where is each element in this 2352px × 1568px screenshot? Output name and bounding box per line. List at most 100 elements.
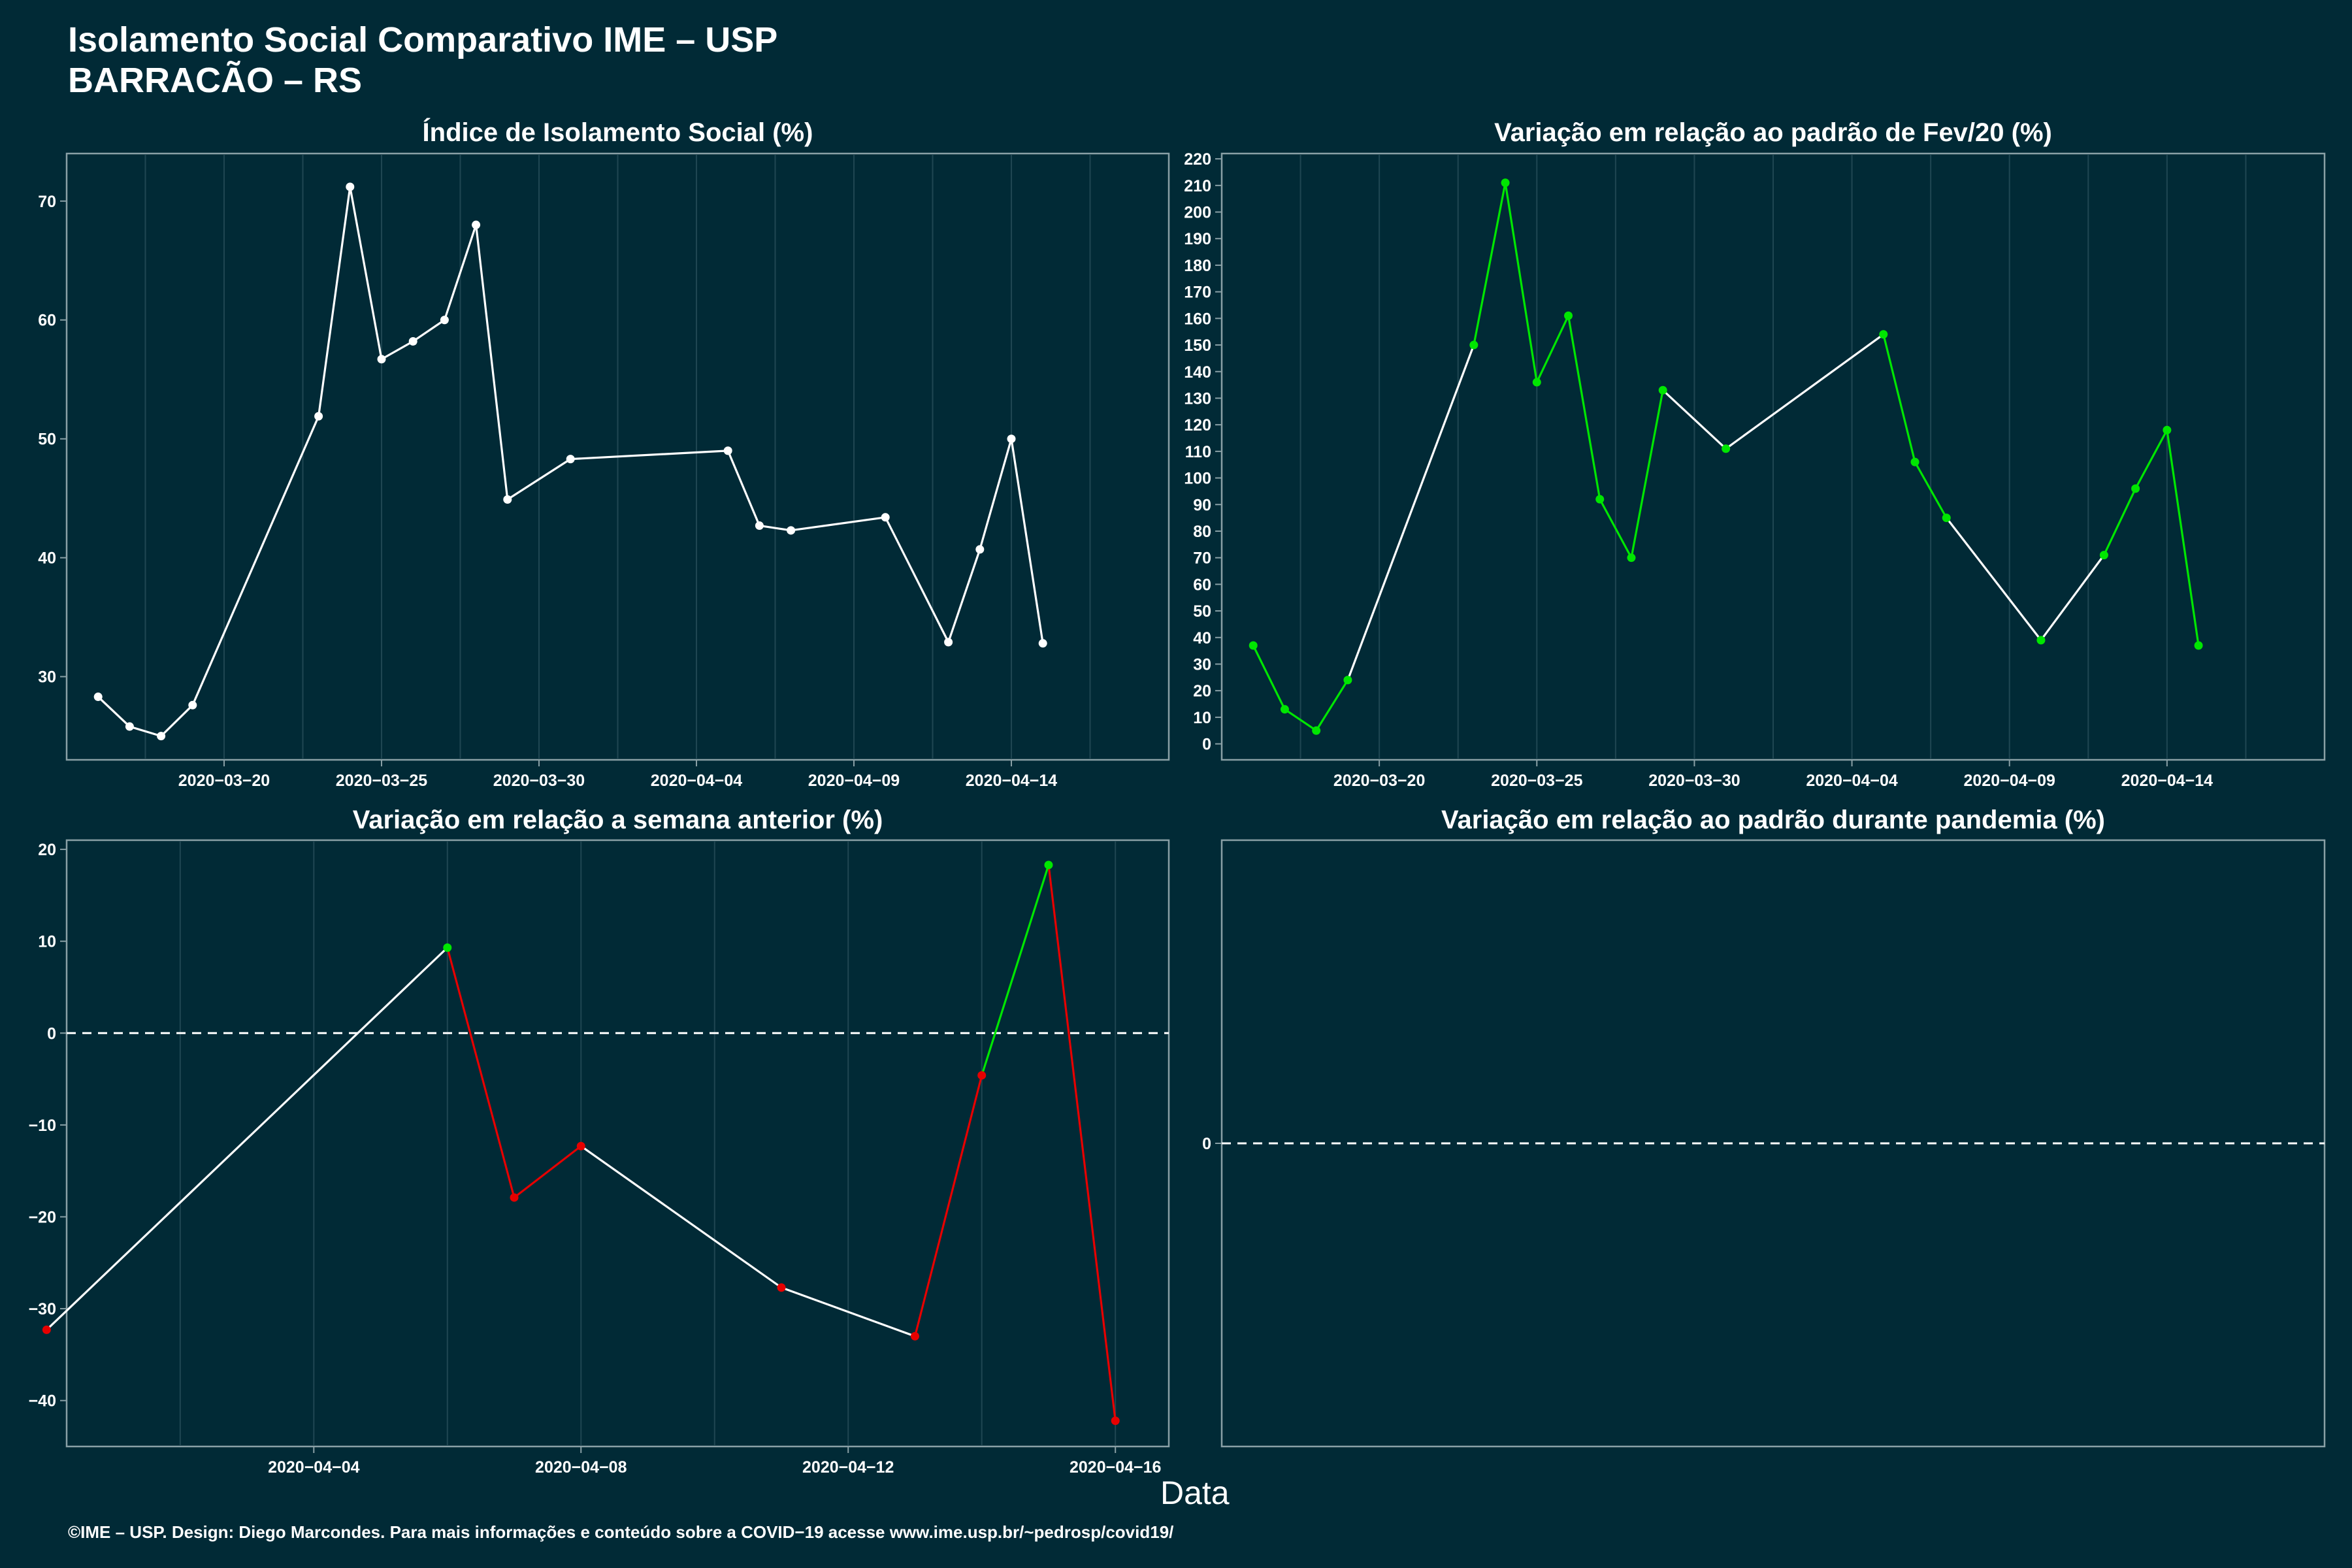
data-point [2163, 425, 2172, 434]
y-tick-label: 210 [1184, 177, 1211, 195]
series-segment [1945, 517, 2042, 642]
data-point [1038, 639, 1047, 648]
y-tick-label: 10 [38, 933, 56, 951]
y-tick-label: 140 [1184, 363, 1211, 382]
data-point [723, 446, 732, 455]
data-point [777, 1283, 786, 1292]
data-point [1627, 553, 1636, 563]
series-segment [513, 1145, 582, 1199]
x-tick-label: 2020−04−08 [535, 1458, 627, 1477]
y-tick-label: 220 [1184, 150, 1211, 169]
y-tick-label: 60 [38, 312, 56, 330]
x-tick-label: 2020−04−09 [1963, 772, 2055, 790]
data-point [1879, 330, 1888, 339]
y-tick-label: 150 [1184, 336, 1211, 355]
data-point [472, 220, 481, 229]
data-point [1532, 378, 1541, 387]
data-point [377, 355, 386, 364]
series-segment [981, 864, 1050, 1077]
series-segment [191, 415, 320, 706]
panel-title: Variação em relação ao padrão durante pa… [1441, 806, 2105, 834]
data-point [1007, 434, 1016, 444]
series-segment [443, 223, 478, 321]
data-point [787, 526, 796, 535]
panel-title: Índice de Isolamento Social (%) [423, 118, 813, 147]
series-segment [1535, 314, 1570, 384]
data-point [42, 1325, 51, 1334]
y-tick-label: 50 [1193, 602, 1211, 621]
series-segment [789, 516, 887, 532]
series-segment [580, 1145, 783, 1289]
data-point [1658, 385, 1667, 395]
x-tick-label: 2020−04−04 [651, 772, 743, 790]
panel-variation-previous-week: Variação em relação a semana anterior (%… [29, 806, 1170, 1477]
data-point [1312, 726, 1321, 735]
series-segment [1252, 644, 1286, 711]
series-segment [913, 1074, 983, 1337]
x-tick-label: 2020−04−14 [966, 772, 1058, 790]
series-segment [1567, 314, 1601, 500]
x-tick-label: 2020−03−30 [1648, 772, 1740, 790]
y-tick-label: 80 [1193, 523, 1211, 541]
data-point [314, 412, 323, 421]
series-segment [474, 223, 509, 501]
y-tick-label: 40 [1193, 629, 1211, 647]
y-tick-label: 110 [1185, 443, 1211, 461]
series-segment [1882, 333, 1916, 463]
panel-title: Variação em relação ao padrão de Fev/20 … [1494, 118, 2052, 147]
data-point [125, 722, 134, 731]
x-axis-label: Data [1160, 1475, 1230, 1511]
series-segment [1010, 438, 1044, 645]
data-point [2131, 484, 2140, 493]
series-segment [2102, 487, 2137, 557]
data-point [408, 336, 417, 346]
panel-frame [65, 839, 1170, 1448]
footer-caption: ©IME – USP. Design: Diego Marcondes. Par… [68, 1522, 1174, 1542]
data-point [93, 693, 103, 702]
y-tick-label: 70 [38, 193, 56, 211]
y-tick-label: 0 [47, 1024, 56, 1043]
y-tick-label: 30 [38, 668, 56, 687]
data-point [755, 521, 764, 531]
data-point [881, 513, 890, 522]
series-segment [1599, 498, 1633, 559]
data-point [1564, 311, 1573, 320]
y-tick-label: 100 [1184, 470, 1211, 488]
figure-title: Isolamento Social Comparativo IME – USP [68, 20, 778, 59]
series-segment [380, 340, 414, 361]
series-segment [412, 319, 446, 343]
series-segment [97, 695, 131, 728]
series-segment [446, 946, 515, 1199]
x-tick-label: 2020−03−20 [178, 772, 270, 790]
series-segment [2166, 429, 2200, 647]
y-tick-label: 60 [1193, 576, 1211, 594]
x-tick-label: 2020−03−30 [493, 772, 585, 790]
data-point [2194, 641, 2203, 650]
x-tick-label: 2020−03−20 [1333, 772, 1425, 790]
x-tick-label: 2020−04−04 [1806, 772, 1898, 790]
y-tick-label: 200 [1184, 204, 1211, 222]
series-segment [1630, 389, 1664, 559]
data-point [1343, 676, 1352, 685]
series-segment [1283, 708, 1318, 732]
series-segment [1914, 461, 1948, 519]
y-tick-label: 20 [38, 841, 56, 859]
series-segment [979, 438, 1013, 551]
data-point [503, 495, 512, 504]
y-tick-label: 120 [1184, 416, 1211, 434]
data-point [443, 943, 452, 953]
data-point [944, 638, 953, 647]
y-tick-label: −20 [29, 1208, 56, 1226]
series-segment [1047, 864, 1117, 1422]
y-tick-label: 10 [1193, 709, 1211, 727]
y-tick-label: 0 [1202, 1135, 1211, 1153]
series-segment [1473, 182, 1507, 346]
series-segment [506, 458, 572, 501]
series-segment [1315, 679, 1349, 732]
series-segment [1725, 333, 1885, 450]
y-tick-label: 180 [1184, 257, 1211, 275]
y-tick-label: −10 [29, 1117, 56, 1135]
x-tick-label: 2020−04−12 [802, 1458, 894, 1477]
data-point [2036, 636, 2046, 645]
